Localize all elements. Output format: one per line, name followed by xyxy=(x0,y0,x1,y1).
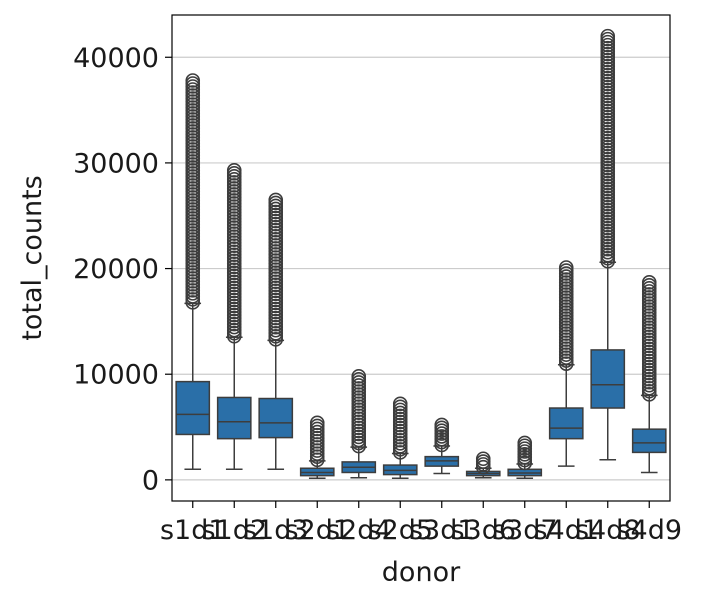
box-iqr xyxy=(216,396,252,440)
outlier-point xyxy=(185,73,201,88)
outlier-points xyxy=(475,451,491,475)
y-tick-label: 20000 xyxy=(73,254,159,285)
outlier-point xyxy=(309,415,325,431)
outlier-points xyxy=(226,163,242,344)
box-iqr xyxy=(175,380,211,436)
grid-lines xyxy=(172,56,670,481)
box-group-s3d1 xyxy=(424,417,460,475)
box-group-s3d7 xyxy=(507,435,543,480)
x-tick-label: s2d5 xyxy=(367,515,433,546)
x-axis-title: donor xyxy=(382,557,461,588)
box-group-s2d1 xyxy=(299,415,335,480)
box-group-s3d6 xyxy=(465,451,501,479)
outlier-point xyxy=(226,163,242,178)
outlier-points xyxy=(185,73,201,310)
outlier-points xyxy=(517,435,533,471)
x-tick-label: s3d6 xyxy=(450,515,516,546)
box-group-s1d2 xyxy=(216,163,252,471)
box-group-s1d3 xyxy=(258,192,294,471)
box-group-s4d8 xyxy=(590,28,626,461)
box-series xyxy=(175,28,667,480)
y-tick-label: 10000 xyxy=(73,360,159,391)
box-group-s2d4 xyxy=(341,369,377,479)
box-iqr xyxy=(258,397,294,439)
y-tick-label: 30000 xyxy=(73,148,159,179)
outlier-points xyxy=(351,369,367,454)
x-tick-label: s2d4 xyxy=(326,515,392,546)
box-group-s4d9 xyxy=(631,274,667,474)
box-group-s1d1 xyxy=(175,73,211,471)
y-axis-title: total_counts xyxy=(17,175,48,340)
outlier-points xyxy=(309,415,325,468)
x-tick-label: s1d2 xyxy=(201,515,267,546)
outlier-point xyxy=(434,417,450,433)
box-iqr xyxy=(548,407,584,440)
x-tick-label: s1d3 xyxy=(243,515,309,546)
outlier-point xyxy=(641,274,657,290)
x-tick-label: s4d9 xyxy=(616,515,682,546)
x-axis: s1d1s1d2s1d3s2d1s2d4s2d5s3d1s3d6s3d7s4d1… xyxy=(160,501,682,546)
box-iqr xyxy=(631,428,667,454)
outlier-point xyxy=(517,435,533,451)
outlier-point xyxy=(600,28,616,44)
outlier-point xyxy=(392,396,408,412)
x-tick-label: s4d8 xyxy=(575,515,641,546)
x-tick-label: s3d7 xyxy=(492,515,558,546)
plot-area-frame xyxy=(171,14,671,502)
box-group-s2d5 xyxy=(382,396,418,480)
x-tick-label: s4d1 xyxy=(533,515,599,546)
outlier-point xyxy=(558,260,574,275)
x-tick-label: s1d1 xyxy=(160,515,226,546)
box-group-s4d1 xyxy=(548,260,584,467)
outlier-point xyxy=(475,451,491,467)
y-axis: 0 10000 20000 30000 40000 xyxy=(73,43,172,496)
x-tick-label: s2d1 xyxy=(284,515,350,546)
x-tick-label: s3d1 xyxy=(409,515,475,546)
outlier-point xyxy=(268,192,284,208)
y-tick-label: 0 xyxy=(142,465,159,496)
y-tick-label: 40000 xyxy=(73,43,159,74)
outlier-points xyxy=(641,274,657,402)
outlier-points xyxy=(268,192,284,347)
box-iqr xyxy=(590,349,626,409)
outlier-points xyxy=(392,396,408,460)
outlier-points xyxy=(434,417,450,453)
outlier-point xyxy=(351,369,367,384)
outlier-points xyxy=(558,260,574,371)
outlier-points xyxy=(600,28,616,269)
